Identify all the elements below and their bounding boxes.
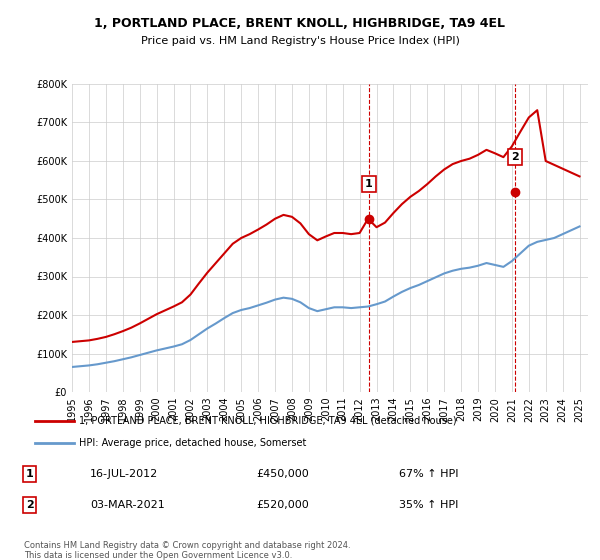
Text: £520,000: £520,000	[256, 500, 308, 510]
Text: Contains HM Land Registry data © Crown copyright and database right 2024.: Contains HM Land Registry data © Crown c…	[24, 542, 350, 550]
Text: 2: 2	[26, 500, 34, 510]
Text: This data is licensed under the Open Government Licence v3.0.: This data is licensed under the Open Gov…	[24, 551, 292, 560]
Text: 16-JUL-2012: 16-JUL-2012	[90, 469, 158, 479]
Text: 1: 1	[26, 469, 34, 479]
Text: Price paid vs. HM Land Registry's House Price Index (HPI): Price paid vs. HM Land Registry's House …	[140, 36, 460, 46]
Text: 35% ↑ HPI: 35% ↑ HPI	[400, 500, 459, 510]
Text: 03-MAR-2021: 03-MAR-2021	[90, 500, 165, 510]
Text: HPI: Average price, detached house, Somerset: HPI: Average price, detached house, Some…	[79, 438, 307, 448]
Text: £450,000: £450,000	[256, 469, 308, 479]
Text: 1: 1	[365, 179, 373, 189]
Text: 2: 2	[511, 152, 518, 162]
Text: 1, PORTLAND PLACE, BRENT KNOLL, HIGHBRIDGE, TA9 4EL (detached house): 1, PORTLAND PLACE, BRENT KNOLL, HIGHBRID…	[79, 416, 457, 426]
Text: 1, PORTLAND PLACE, BRENT KNOLL, HIGHBRIDGE, TA9 4EL: 1, PORTLAND PLACE, BRENT KNOLL, HIGHBRID…	[95, 17, 505, 30]
Text: 67% ↑ HPI: 67% ↑ HPI	[400, 469, 459, 479]
